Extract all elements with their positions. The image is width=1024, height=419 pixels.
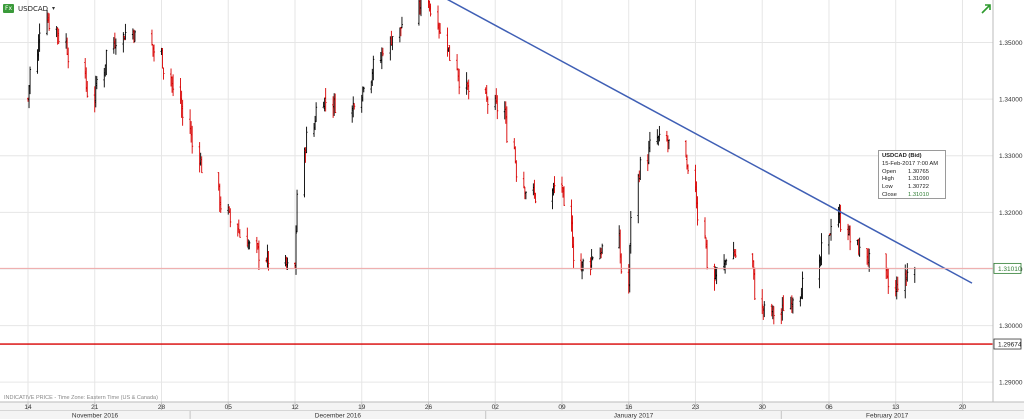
x-tick-label: 19 xyxy=(358,404,366,411)
month-label: February 2017 xyxy=(866,413,909,419)
x-tick-label: 06 xyxy=(825,404,833,411)
indicative-price-note: INDICATIVE PRICE - Time Zone: Eastern Ti… xyxy=(4,395,158,401)
month-label: November 2016 xyxy=(72,413,119,419)
tooltip-row-close: Close 1.31010 xyxy=(882,191,929,198)
support-price-tag xyxy=(993,338,1022,350)
x-tick-label: 12 xyxy=(291,404,299,411)
x-tick-label: 16 xyxy=(625,404,633,411)
tooltip-row-low: Low 1.30722 xyxy=(882,184,929,191)
y-tick-label: 1.29000 xyxy=(999,380,1023,387)
tooltip-title: USDCAD (Bid) xyxy=(882,153,922,159)
last-price-label: 1.31010 xyxy=(998,266,1022,273)
x-tick-label: 21 xyxy=(91,404,99,411)
x-tick-label: 05 xyxy=(225,404,233,411)
month-label: January 2017 xyxy=(614,413,654,419)
x-tick-label: 20 xyxy=(959,404,967,411)
last-price-tag xyxy=(993,262,1022,274)
price-tags: 1.31010 1.29674 xyxy=(993,262,1022,350)
x-tick-label: 28 xyxy=(158,404,166,411)
ohlc-tooltip: USDCAD (Bid) 15-Feb-2017 7:00 AM Open 1.3… xyxy=(878,150,946,199)
x-tick-label: 30 xyxy=(759,404,767,411)
x-tick-label: 02 xyxy=(492,404,500,411)
symbol-label: USDCAD xyxy=(18,4,49,13)
tooltip-datetime: 15-Feb-2017 7:00 AM xyxy=(882,160,939,167)
descending-trendline[interactable] xyxy=(438,0,973,284)
x-tick-label: 13 xyxy=(892,404,900,411)
tooltip-row-open: Open 1.30765 xyxy=(882,168,929,175)
y-tick-label: 1.33000 xyxy=(999,153,1023,160)
y-tick-label: 1.32000 xyxy=(999,210,1023,217)
x-tick-label: 09 xyxy=(558,404,566,411)
month-label: December 2016 xyxy=(315,413,362,419)
x-tick-label: 26 xyxy=(425,404,433,411)
chevron-down-icon: ▾ xyxy=(52,5,56,12)
y-tick-label: 1.34000 xyxy=(999,97,1023,104)
fx-icon: Fx xyxy=(3,4,15,13)
x-tick-label: 23 xyxy=(692,404,700,411)
y-tick-label: 1.30000 xyxy=(999,323,1023,330)
support-price-label: 1.29674 xyxy=(998,342,1022,349)
tooltip-row-high: High 1.31090 xyxy=(882,176,929,183)
candlestick-series xyxy=(27,0,916,325)
chart-grid xyxy=(0,0,993,402)
trend-arrow-icon[interactable] xyxy=(981,4,991,14)
x-axis: 14 21 28 05 12 19 26 02 09 16 23 30 06 13 20 November 2… xyxy=(0,401,1024,419)
x-tick-label: 14 xyxy=(24,404,32,411)
y-tick-label: 1.35000 xyxy=(999,40,1023,47)
symbol-selector[interactable]: Fx USDCAD ▾ xyxy=(3,4,55,13)
